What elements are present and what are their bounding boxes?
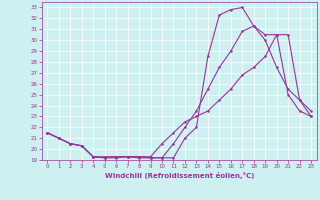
X-axis label: Windchill (Refroidissement éolien,°C): Windchill (Refroidissement éolien,°C) (105, 172, 254, 179)
